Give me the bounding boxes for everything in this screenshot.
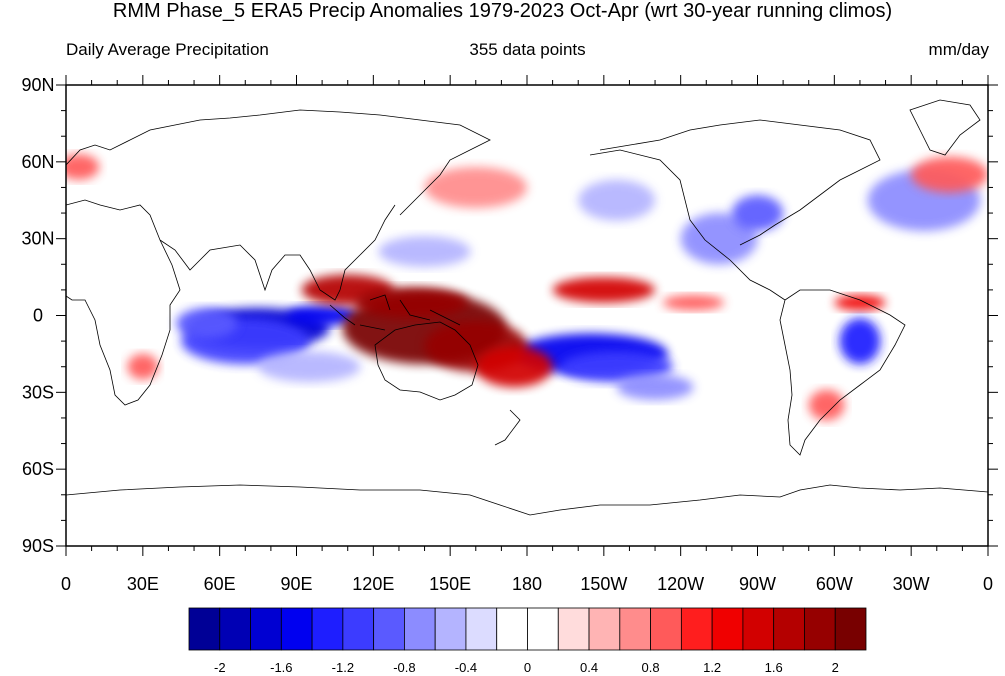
colorbar-swatch — [834, 607, 867, 651]
lon-label: 30W — [893, 574, 930, 594]
lat-label: 0 — [33, 306, 43, 326]
lon-label: 60E — [204, 574, 236, 594]
anomaly-field — [66, 154, 988, 421]
anomaly-region-2 — [176, 307, 238, 339]
colorbar-swatch — [742, 607, 775, 651]
lon-label: 150E — [429, 574, 471, 594]
latitude-labels: 90N 60N 30N 0 30S 60S 90S — [21, 75, 54, 556]
coastline-greenland — [909, 99, 981, 156]
colorbar-label: -1.6 — [270, 660, 292, 675]
coastline-north-america — [589, 119, 881, 301]
units-label: mm/day — [928, 40, 989, 59]
anomaly-region-7 — [616, 374, 694, 401]
colorbar-swatch — [496, 607, 528, 651]
colorbar-labels: -2 -1.6 -1.2 -0.8 -0.4 0 0.4 0.8 1.2 1.6 2 — [214, 660, 839, 675]
longitude-labels: 0 30E 60E 90E 120E 150E 180 150W 120W 90W 60W 30W 0 — [61, 574, 993, 594]
lat-label: 90S — [22, 536, 54, 556]
lon-label: 120W — [657, 574, 704, 594]
anomaly-region-17 — [808, 389, 845, 421]
colorbar-swatch — [557, 607, 590, 651]
lat-label: 30N — [21, 229, 54, 249]
anomaly-region-6 — [560, 351, 673, 383]
colorbar-label: 2 — [832, 660, 839, 675]
colorbar-label: -0.4 — [455, 660, 477, 675]
coastline-indonesia — [329, 294, 461, 331]
anomaly-region-21 — [424, 166, 527, 208]
colorbar — [188, 607, 867, 651]
chart-title: RMM Phase_5 ERA5 Precip Anomalies 1979-2… — [112, 0, 893, 22]
colorbar-swatch — [773, 607, 805, 651]
anomaly-region-14 — [662, 295, 725, 311]
colorbar-swatch — [219, 607, 251, 651]
lon-label: 60W — [816, 574, 853, 594]
coastline-eurasia-north — [66, 109, 491, 216]
lat-label: 60S — [22, 459, 54, 479]
lat-label: 30S — [22, 382, 54, 402]
anomaly-region-19 — [731, 195, 784, 231]
anomaly-region-16 — [839, 318, 881, 365]
subtitle-left: Daily Average Precipitation — [66, 40, 269, 59]
colorbar-swatch — [434, 607, 467, 651]
subtitle-center: 355 data points — [469, 40, 586, 59]
colorbar-label: 1.6 — [765, 660, 783, 675]
colorbar-swatch — [465, 607, 498, 651]
colorbar-label: 0.4 — [580, 660, 598, 675]
lat-label: 60N — [21, 152, 54, 172]
anomaly-region-26 — [66, 154, 100, 180]
lon-label: 30E — [127, 574, 159, 594]
colorbar-swatch — [588, 607, 621, 651]
colorbar-swatch — [311, 607, 344, 651]
anomaly-region-15 — [834, 295, 886, 311]
anomaly-region-18 — [680, 213, 758, 265]
colorbar-swatch — [373, 607, 405, 651]
lon-label: 90W — [739, 574, 776, 594]
anomaly-region-12 — [475, 346, 553, 388]
anomaly-region-3 — [286, 305, 358, 326]
lon-label: 90E — [280, 574, 312, 594]
colorbar-label: -2 — [214, 660, 226, 675]
anomaly-region-4 — [258, 351, 361, 383]
lon-label: 0 — [983, 574, 993, 594]
anomaly-region-13 — [552, 277, 656, 303]
colorbar-swatch — [188, 607, 221, 651]
anomaly-region-25 — [127, 353, 159, 380]
coastline-new-zealand — [494, 409, 521, 446]
lon-label: 180 — [512, 574, 542, 594]
colorbar-swatch — [250, 607, 282, 651]
colorbar-swatch — [680, 607, 713, 651]
colorbar-label: -1.2 — [332, 660, 354, 675]
colorbar-swatch — [527, 607, 559, 651]
anomaly-region-23 — [578, 179, 656, 221]
axis-ticks — [56, 75, 998, 556]
colorbar-swatch — [804, 607, 836, 651]
coastline-australia — [374, 321, 479, 401]
colorbar-swatch — [342, 607, 375, 651]
coastline-south-asia — [159, 204, 396, 301]
colorbar-swatch — [280, 607, 313, 651]
lon-label: 0 — [61, 574, 71, 594]
coastline-antarctica — [66, 484, 988, 516]
coastline-africa — [66, 199, 181, 406]
colorbar-swatch — [711, 607, 744, 651]
lon-label: 120E — [352, 574, 394, 594]
anomaly-region-11 — [355, 287, 469, 319]
colorbar-label: 1.2 — [703, 660, 721, 675]
lat-label: 90N — [21, 75, 54, 95]
anomaly-region-22 — [378, 236, 471, 267]
colorbar-swatch — [650, 607, 682, 651]
coastline-south-america — [779, 289, 906, 456]
colorbar-swatch — [619, 607, 651, 651]
lon-label: 150W — [580, 574, 627, 594]
colorbar-label: 0.8 — [642, 660, 660, 675]
colorbar-swatch — [404, 607, 436, 651]
colorbar-label: 0 — [524, 660, 531, 675]
anomaly-region-24 — [911, 156, 988, 193]
coastlines — [66, 99, 988, 516]
colorbar-label: -0.8 — [393, 660, 415, 675]
